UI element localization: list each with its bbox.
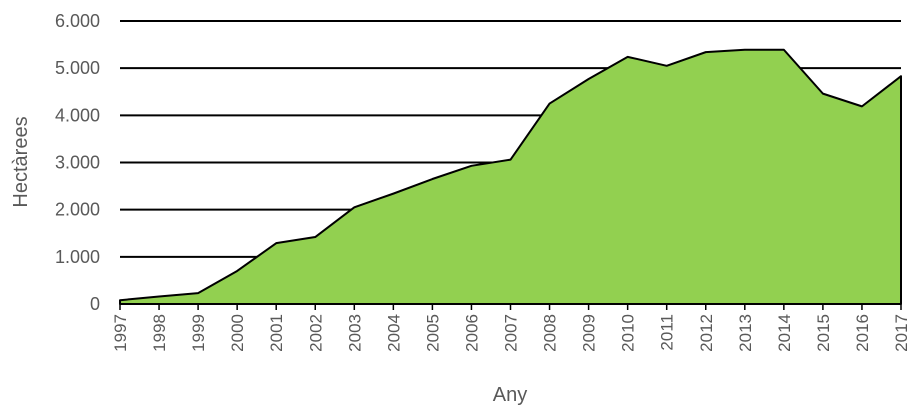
- plot-area: [119, 48, 902, 305]
- x-tick-label-2007: 2007: [502, 314, 521, 352]
- y-tick-label-0: 0: [90, 294, 100, 314]
- y-axis-ticks: 0 1.000 2.000 3.000 4.000 5.000 6.000: [55, 11, 100, 314]
- x-axis-ticks: 1997 1998 1999 2000 2001 2002 2003 2004 2005 2006…: [111, 304, 911, 352]
- x-tick-label-2005: 2005: [423, 314, 442, 352]
- y-tick-label-6.000: 6.000: [55, 11, 100, 31]
- x-tick-label-2015: 2015: [814, 314, 833, 352]
- x-tick-label-2012: 2012: [697, 314, 716, 352]
- x-tick-label-2010: 2010: [619, 314, 638, 352]
- x-tick-label-2013: 2013: [736, 314, 755, 352]
- x-tick-label-2003: 2003: [345, 314, 364, 352]
- x-tick-label-2000: 2000: [228, 314, 247, 352]
- x-tick-label-2016: 2016: [853, 314, 872, 352]
- x-tick-label-2017: 2017: [892, 314, 911, 352]
- x-tick-label-1997: 1997: [111, 314, 130, 352]
- x-tick-label-2004: 2004: [384, 314, 403, 352]
- x-tick-label-1998: 1998: [150, 314, 169, 352]
- x-tick-label-2008: 2008: [541, 314, 560, 352]
- x-tick-label-2011: 2011: [658, 314, 677, 351]
- x-tick-label-2014: 2014: [775, 314, 794, 352]
- x-tick-label-2006: 2006: [462, 314, 481, 352]
- y-tick-label-1.000: 1.000: [55, 247, 100, 267]
- x-tick-label-2009: 2009: [580, 314, 599, 352]
- x-tick-label-2001: 2001: [267, 314, 286, 352]
- x-tick-label-1999: 1999: [189, 314, 208, 352]
- series-area: [119, 48, 902, 305]
- y-tick-label-5.000: 5.000: [55, 58, 100, 78]
- y-axis-label: Hectàrees: [10, 116, 32, 207]
- x-axis-label: Any: [493, 384, 527, 406]
- x-tick-label-2002: 2002: [306, 314, 325, 352]
- y-tick-label-3.000: 3.000: [55, 153, 100, 173]
- y-tick-label-4.000: 4.000: [55, 105, 100, 125]
- y-tick-label-2.000: 2.000: [55, 200, 100, 220]
